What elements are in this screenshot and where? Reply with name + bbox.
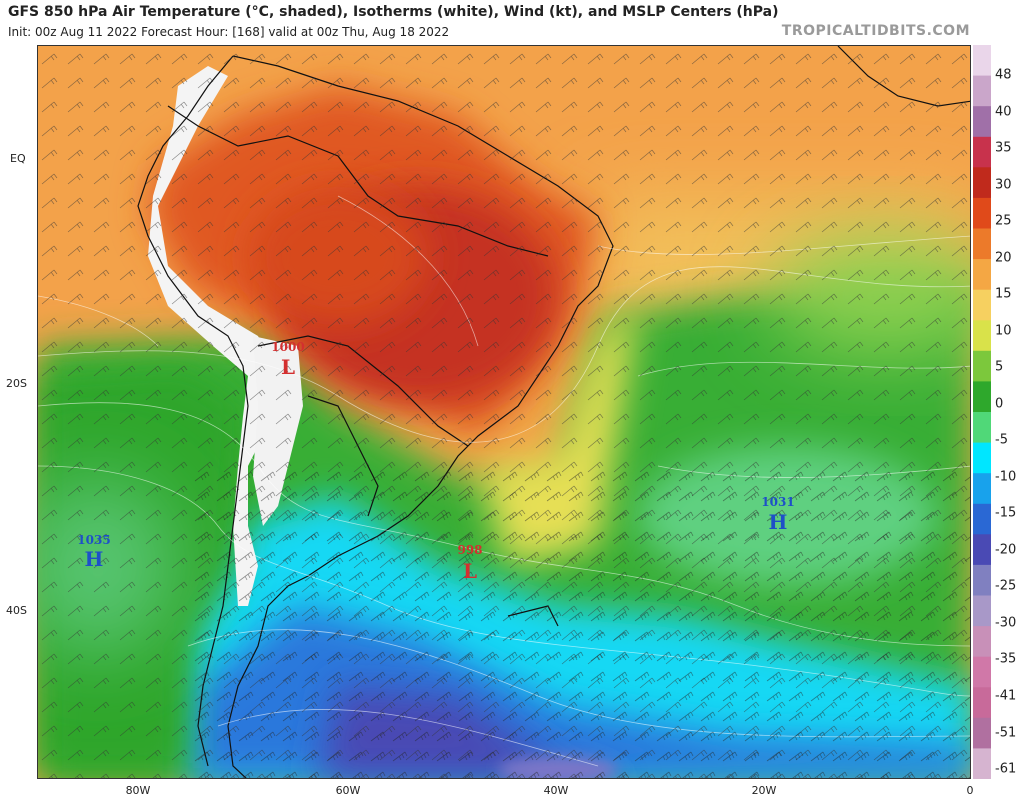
colorbar-tick-label: 48 [995, 67, 1012, 83]
colorbar-segment [973, 564, 991, 597]
lat-label-40s: 40S [6, 604, 27, 617]
colorbar-tick-label: 5 [995, 359, 1004, 375]
colorbar-segment [973, 320, 991, 352]
colorbar-tick-label: -35 [995, 651, 1017, 667]
colorbar-segment [973, 442, 991, 474]
high-center-letter: H [85, 547, 104, 571]
colorbar-tick-label: 40 [995, 104, 1012, 119]
low-center-value: 998 [457, 543, 482, 557]
colorbar-tick-label: -15 [995, 505, 1017, 521]
colorbar-segment [973, 259, 991, 291]
lat-label-20s: 20S [6, 377, 27, 390]
colorbar-segment [973, 656, 991, 688]
colorbar-segment [973, 136, 991, 168]
colorbar-segment [973, 503, 991, 535]
lon-label-60w: 60W [335, 784, 361, 797]
colorbar-tick-label: -20 [995, 542, 1017, 558]
colorbar-segment [973, 412, 991, 444]
colorbar-segment [973, 748, 991, 780]
colorbar [973, 45, 991, 780]
colorbar-tick-label: -51 [995, 725, 1017, 740]
colorbar-tick-label: -30 [995, 615, 1017, 631]
low-center-value: 1000 [271, 340, 304, 354]
colorbar-tick-label: 0 [995, 396, 1004, 412]
colorbar-tick-label: -10 [995, 469, 1017, 485]
lon-label-80w: 80W [125, 784, 151, 797]
colorbar-segment [973, 167, 991, 199]
lon-label-0: 0 [966, 784, 974, 797]
colorbar-segment [973, 473, 991, 505]
colorbar-tick-label: 15 [995, 286, 1012, 302]
colorbar-segment [973, 687, 991, 719]
colorbar-tick-label: 35 [995, 140, 1012, 156]
colorbar-segment [973, 595, 991, 627]
colorbar-segment [973, 197, 991, 230]
chart-title: GFS 850 hPa Air Temperature (°C, shaded)… [8, 4, 779, 20]
site-credit: TROPICALTIDBITS.COM [781, 23, 970, 39]
high-center-letter: H [769, 510, 788, 534]
colorbar-segment [973, 534, 991, 566]
colorbar-segment [973, 75, 991, 107]
low-center-letter: L [281, 355, 295, 379]
colorbar-segment [973, 626, 991, 658]
colorbar-tick-label: -61 [995, 761, 1017, 777]
colorbar-tick-label: -5 [995, 432, 1008, 448]
lon-label-40w: 40W [543, 784, 569, 797]
colorbar-segment [973, 350, 991, 382]
lon-label-20w: 20W [751, 784, 777, 797]
colorbar-segment [973, 45, 991, 77]
colorbar-tick-label: 30 [995, 177, 1012, 193]
pressure-centers: 1000 L 998 L 1035 H 1031 H [77, 340, 794, 583]
colorbar-tick-label: 10 [995, 323, 1012, 339]
colorbar-segment [973, 228, 991, 260]
colorbar-tick-label: -25 [995, 578, 1017, 594]
high-center-value: 1031 [761, 495, 794, 509]
colorbar-segment [973, 106, 991, 138]
lat-label-eq: EQ [10, 152, 26, 165]
colorbar-tick-label: 25 [995, 213, 1012, 229]
high-center-value: 1035 [77, 533, 110, 547]
chart-subtitle: Init: 00z Aug 11 2022 Forecast Hour: [16… [8, 25, 450, 39]
low-center-letter: L [463, 559, 477, 583]
temperature-map: 1000 L 998 L 1035 H 1031 H [37, 45, 971, 779]
colorbar-segment [973, 381, 991, 413]
colorbar-tick-label: 20 [995, 250, 1012, 266]
colorbar-tick-label: -41 [995, 688, 1017, 704]
colorbar-segment [973, 289, 991, 321]
colorbar-segment [973, 717, 991, 749]
